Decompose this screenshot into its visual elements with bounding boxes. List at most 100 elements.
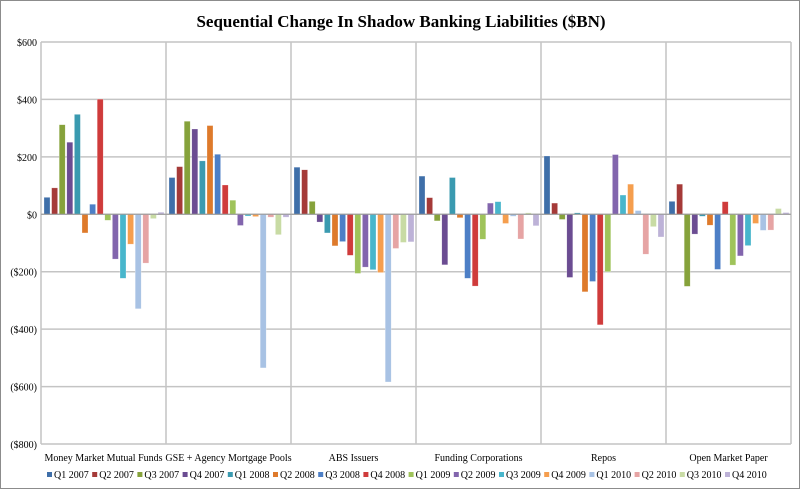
bar-q1-2010 [634,210,642,215]
chart-title: Sequential Change In Shadow Banking Liab… [196,12,605,31]
bar-q3-2008 [589,214,596,282]
legend-label: Q3 2008 [325,470,360,481]
bar-q1-2010 [259,214,267,369]
bar-q1-2007 [293,166,301,215]
legend-label: Q2 2008 [280,470,315,481]
bar-q3-2007 [558,214,566,220]
legend-label: Q3 2009 [506,470,541,481]
bar-q2-2007 [676,183,683,215]
y-tick-label: ($200) [10,268,37,279]
bar-q4-2008 [471,214,479,287]
bar-q4-2010 [657,214,665,238]
bar-q2-2007 [51,187,58,215]
bar-q4-2009 [752,214,759,224]
bar-q2-2007 [176,166,183,215]
bar-q4-2007 [566,214,574,278]
bar-q2-2008 [706,214,714,226]
y-tick-label: $400 [17,95,37,106]
bar-q1-2009 [354,214,362,274]
bar-q1-2008 [449,177,456,215]
bar-q2-2010 [642,214,650,255]
bar-q1-2010 [134,214,142,310]
legend-label: Q4 2008 [370,470,405,481]
bar-q3-2010 [650,214,657,227]
legend-swatch [92,472,98,477]
y-tick-label: ($800) [10,440,37,451]
category-label: ABS Issuers [329,453,379,464]
bar-q1-2009 [104,214,112,221]
bar-q4-2008 [221,184,229,215]
legend-label: Q4 2007 [190,470,225,481]
legend-label: Q1 2007 [54,470,89,481]
legend-swatch [227,472,233,477]
bar-q2-2010 [517,214,525,240]
legend-swatch [273,472,278,477]
legend-label: Q4 2009 [551,470,586,481]
legend-swatch [725,472,730,477]
y-tick-label: ($600) [10,383,37,394]
bar-q3-2007 [308,201,316,215]
bar-q4-2008 [721,201,729,215]
y-tick-label: ($400) [10,325,37,336]
bar-q2-2007 [301,169,308,215]
bar-q1-2009 [729,214,737,266]
bar-q1-2007 [418,175,426,215]
bar-q1-2007 [43,197,51,215]
bar-q1-2008 [74,114,81,215]
bar-q2-2008 [456,214,464,218]
bar-q1-2009 [229,199,237,215]
bar-q4-2008 [96,98,104,215]
category-label: GSE + Agency Mortgage Pools [165,453,291,464]
bar-q3-2010 [775,208,782,215]
bar-q2-2009 [737,214,744,257]
legend-label: Q1 2010 [596,470,631,481]
bar-q2-2008 [331,214,339,247]
bar-q2-2010 [767,214,775,231]
bar-q4-2009 [502,214,509,224]
bar-q3-2008 [89,203,96,215]
bar-q2-2009 [112,214,119,260]
bar-q2-2008 [206,125,214,215]
bar-q3-2008 [339,214,346,242]
category-label: Repos [591,453,616,464]
bar-q3-2008 [464,214,471,279]
bar-q1-2009 [604,214,612,272]
y-tick-label: $200 [17,153,37,164]
bar-q3-2007 [683,214,691,287]
legend-swatch [453,472,459,477]
bar-q2-2009 [487,202,494,215]
y-tick-label: $0 [27,210,37,221]
bar-q3-2010 [150,214,157,219]
category-label: Money Market Mutual Funds [44,453,162,464]
legend-label: Q3 2010 [687,470,722,481]
legend-swatch [679,472,685,477]
bar-q4-2007 [191,128,199,215]
bar-q2-2009 [612,154,619,215]
bar-q4-2008 [596,214,604,326]
bar-q3-2008 [714,214,721,270]
legend-label: Q2 2007 [99,470,134,481]
bar-q1-2007 [168,177,176,215]
legend-swatch [634,472,640,477]
bar-q4-2010 [532,214,540,227]
legend-swatch [47,472,52,477]
bar-q1-2010 [384,214,392,383]
bar-q1-2008 [199,160,206,215]
legend-swatch [363,472,369,477]
legend-swatch [318,472,324,477]
legend-swatch [544,472,550,477]
legend-swatch [408,472,414,477]
legend-label: Q3 2007 [144,470,179,481]
bar-q2-2007 [551,202,558,215]
legend-swatch [499,472,504,477]
bar-q4-2008 [346,214,354,256]
bar-q2-2008 [581,214,589,293]
legend-swatch [137,472,143,477]
bar-q1-2009 [479,214,487,240]
category-label: Open Market Paper [689,453,768,464]
bar-q4-2007 [441,214,449,266]
bar-q3-2007 [433,214,441,222]
bar-q1-2008 [324,214,331,234]
bar-q3-2007 [183,121,191,215]
